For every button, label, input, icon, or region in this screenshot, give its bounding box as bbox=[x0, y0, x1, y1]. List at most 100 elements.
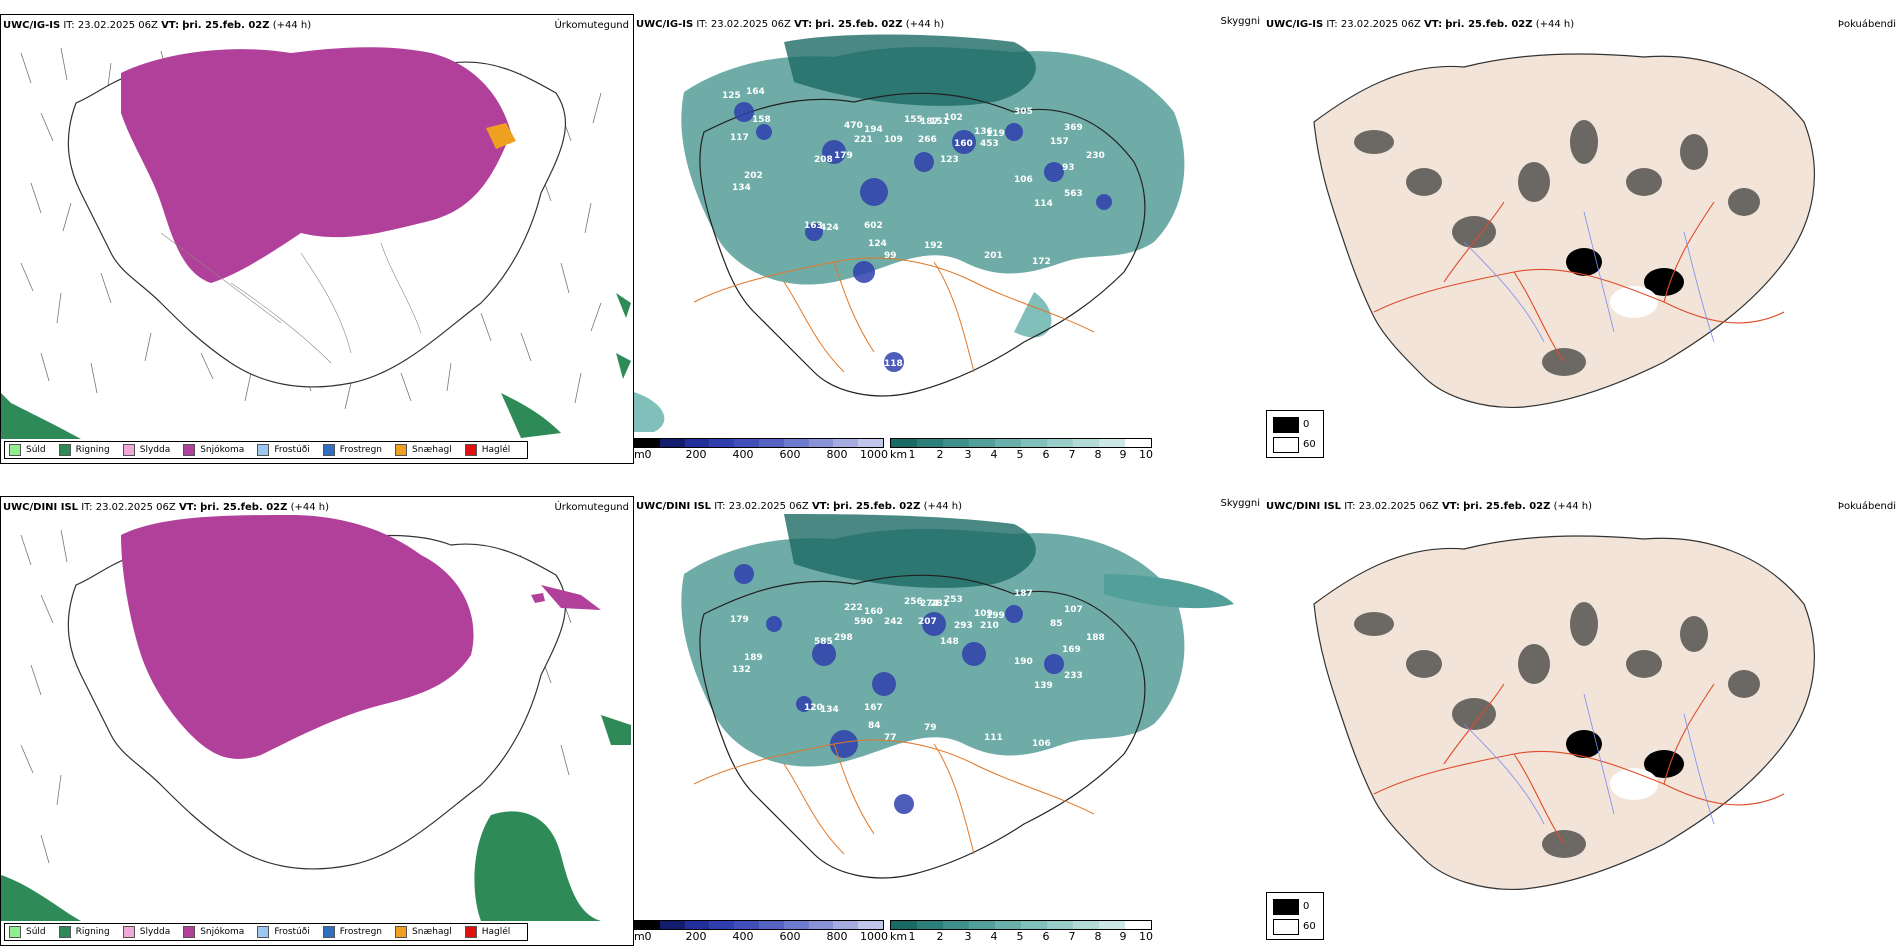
cloud-base-label: 192 bbox=[924, 241, 943, 251]
legend-item: Haglél bbox=[464, 444, 510, 456]
cloud-base-label: 202 bbox=[744, 171, 763, 181]
cloud-base-label: 256 bbox=[904, 597, 923, 607]
legend-item: Haglél bbox=[464, 926, 510, 938]
cloud-base-label: 221 bbox=[854, 135, 873, 145]
legend-item: Snjókoma bbox=[183, 444, 244, 456]
cloud-base-label: 128 bbox=[1044, 271, 1063, 281]
cloud-base-label: 298 bbox=[834, 633, 853, 643]
cloud-base-label: 99 bbox=[884, 251, 897, 261]
cloud-base-label: 453 bbox=[980, 139, 999, 149]
panel-header: UWC/DINI ISL IT: 23.02.2025 06Z VT: þri.… bbox=[636, 501, 963, 512]
fog-legend-swatch bbox=[1273, 437, 1299, 453]
fog-map bbox=[1313, 53, 1815, 409]
cloud-base-label: 194 bbox=[864, 125, 883, 135]
legend-item: Rigning bbox=[58, 926, 110, 938]
cloud-base-label: 93 bbox=[1062, 163, 1075, 173]
fog-legend: 0 60 bbox=[1266, 892, 1324, 940]
cloud-base-label: 163 bbox=[804, 221, 823, 231]
cloud-base-label: 242 bbox=[884, 617, 903, 627]
fog-legend-swatch bbox=[1273, 899, 1299, 915]
precip-panel-bottom: UWC/DINI ISL IT: 23.02.2025 06Z VT: þri.… bbox=[0, 496, 634, 946]
cloud-panel-top: UWC/IG-IS IT: 23.02.2025 06Z VT: þri. 25… bbox=[634, 14, 1264, 464]
legend-item: Súld bbox=[9, 444, 46, 456]
cloud-base-label: 293 bbox=[954, 621, 973, 631]
visibility-colorbar: 1 2 3 4 5 6 7 8 9 10 km bbox=[890, 920, 1153, 943]
fog-legend-label: 60 bbox=[1303, 439, 1316, 450]
cloud-base-label: 123 bbox=[940, 155, 959, 165]
fog-legend-label: 0 bbox=[1303, 419, 1310, 430]
cloud-panel-bottom: UWC/DINI ISL IT: 23.02.2025 06Z VT: þri.… bbox=[634, 496, 1264, 946]
cloud-base-label: 136 bbox=[974, 127, 993, 137]
cloud-base-label: 125 bbox=[722, 91, 741, 101]
cloud-base-label: 109 bbox=[974, 609, 993, 619]
legend-swatch bbox=[58, 444, 71, 456]
cloud-base-label: 117 bbox=[1034, 277, 1053, 287]
cloud-base-label: 164 bbox=[746, 87, 765, 97]
panel-header: UWC/DINI ISL IT: 23.02.2025 06Z VT: þri.… bbox=[1266, 501, 1593, 512]
cloud-base-label: 169 bbox=[1062, 645, 1081, 655]
cloud-base-label: 160 bbox=[864, 607, 883, 617]
cloud-base-label: 102 bbox=[944, 113, 963, 123]
panel-title: Þokuábendi bbox=[1837, 501, 1896, 512]
cloud-base-label: 84 bbox=[868, 721, 881, 731]
legend-swatch bbox=[322, 444, 335, 456]
panel-header: UWC/IG-IS IT: 23.02.2025 06Z VT: þri. 25… bbox=[3, 20, 312, 31]
cloud-base-label: 118 bbox=[884, 359, 903, 369]
cloud-base-label: 188 bbox=[1086, 633, 1105, 643]
legend-swatch bbox=[183, 926, 196, 938]
cloud-base-label: 233 bbox=[1064, 671, 1083, 681]
cloud-base-label: 158 bbox=[752, 115, 771, 125]
legend-swatch bbox=[322, 926, 335, 938]
height-unit: m bbox=[634, 930, 645, 943]
cloud-base-label: 187 bbox=[1014, 589, 1033, 599]
panel-title: Þokuábendi bbox=[1837, 19, 1896, 30]
cloud-base-label: 157 bbox=[1050, 137, 1069, 147]
cloud-base-label: 109 bbox=[878, 343, 897, 353]
panel-title: Úrkomutegund bbox=[554, 502, 629, 513]
legend-item: Snjókoma bbox=[183, 926, 244, 938]
precip-legend: Súld Rigning Slydda Snjókoma Frostúði Fr… bbox=[4, 923, 529, 941]
legend-swatch bbox=[122, 444, 135, 456]
cloud-base-label: 207 bbox=[918, 617, 937, 627]
legend-swatch bbox=[395, 444, 408, 456]
cloud-base-label: 124 bbox=[868, 239, 887, 249]
cloud-base-label: 585 bbox=[814, 637, 833, 647]
legend-swatch bbox=[9, 444, 21, 456]
cloud-base-label: 172 bbox=[1032, 257, 1051, 267]
cloud-base-label: 253 bbox=[944, 595, 963, 605]
legend-item: Frostúði bbox=[257, 444, 310, 456]
cloud-base-label: 85 bbox=[1050, 619, 1063, 629]
legend-swatch bbox=[257, 444, 270, 456]
legend-item: Snæhagl bbox=[395, 444, 452, 456]
legend-item: Frostregn bbox=[322, 444, 382, 456]
visibility-unit: km bbox=[890, 930, 908, 943]
cloud-base-label: 222 bbox=[844, 603, 863, 613]
cloud-base-label: 107 bbox=[1044, 753, 1063, 763]
cloud-base-label: 111 bbox=[984, 733, 1003, 743]
legend-swatch bbox=[257, 926, 270, 938]
legend-swatch bbox=[183, 444, 196, 456]
cloud-base-label: 77 bbox=[884, 733, 897, 743]
cloud-base-label: 134 bbox=[732, 183, 751, 193]
height-colorbar: 0 200 400 600 800 1000 m bbox=[634, 920, 888, 943]
visibility-ticks: 1 2 3 4 5 6 7 8 9 10 bbox=[908, 930, 1154, 943]
cloud-base-label: 132 bbox=[732, 665, 751, 675]
height-colorbar: 0 200 400 600 800 1000 m bbox=[634, 438, 888, 461]
precip-map bbox=[1, 47, 631, 439]
cloud-base-label: 179 bbox=[730, 615, 749, 625]
panel-header: UWC/IG-IS IT: 23.02.2025 06Z VT: þri. 25… bbox=[1266, 19, 1575, 30]
cloud-base-label: 119 bbox=[986, 129, 1005, 139]
cloud-base-label: 114 bbox=[1034, 199, 1053, 209]
height-colorbar-cells bbox=[634, 438, 884, 448]
cloud-base-label: 187 bbox=[920, 117, 939, 127]
cloud-base-label: 590 bbox=[854, 617, 873, 627]
legend-swatch bbox=[9, 926, 21, 938]
visibility-unit: km bbox=[890, 448, 908, 461]
cloud-base-label: 106 bbox=[1014, 175, 1033, 185]
cloud-base-label: 281 bbox=[930, 599, 949, 609]
cloud-base-label: 109 bbox=[884, 135, 903, 145]
height-ticks: 0 200 400 600 800 1000 bbox=[644, 930, 889, 943]
cloud-base-label: 155 bbox=[904, 115, 923, 125]
cloud-base-label: 274 bbox=[920, 599, 939, 609]
